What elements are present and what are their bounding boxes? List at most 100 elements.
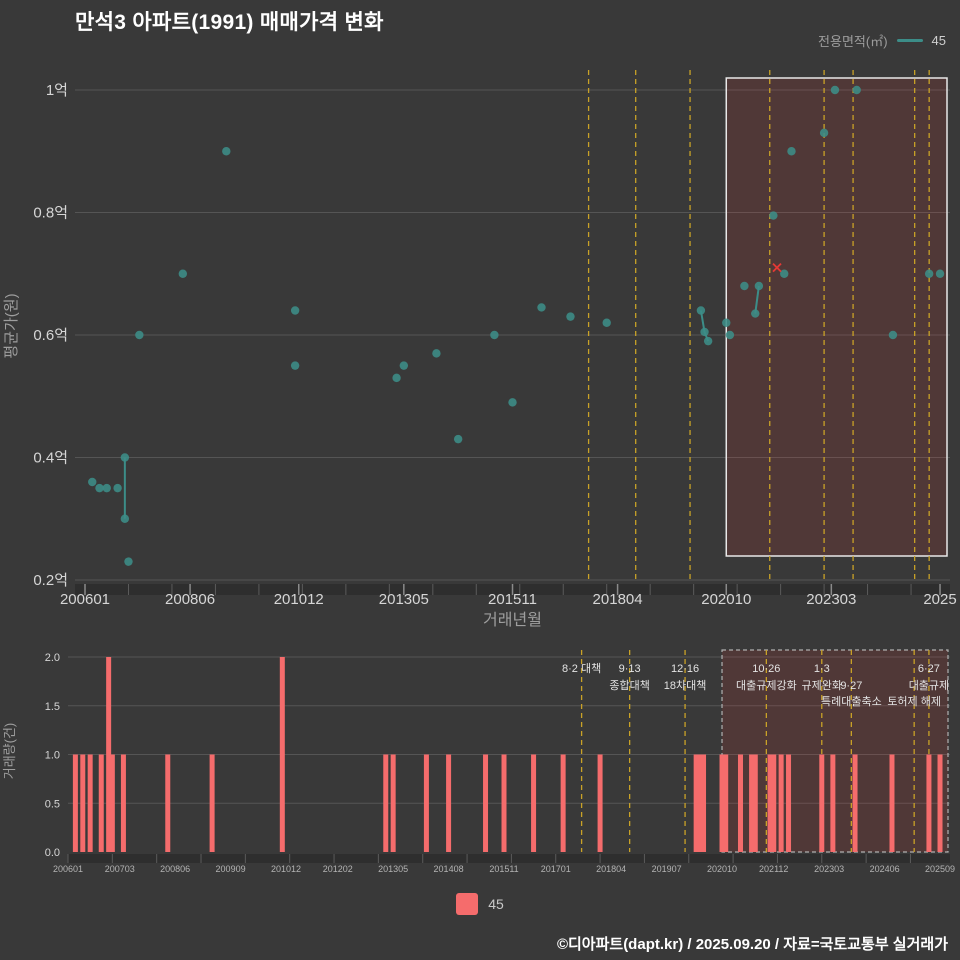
volume-bar [423,754,429,852]
volume-x-tick-label: 201202 [323,864,353,874]
legend-area-value: 45 [931,33,946,48]
trade-connector-line [754,285,760,314]
cancelled-trade-marker [772,262,782,273]
trade-point [700,327,709,337]
volume-y-tick-label: 0.0 [45,847,60,859]
price-x-tick-label: 202010 [701,591,751,608]
policy-label: 12·16 [671,663,699,675]
policy-label: 종합대책 [609,679,649,692]
volume-y-tick-label: 0.5 [45,798,60,810]
legend-area-label: 전용면적(㎡) [818,34,888,49]
trade-point [722,318,731,327]
trade-point [120,453,130,462]
volume-bar [98,754,104,852]
volume-bar [693,754,699,852]
volume-bar [749,754,755,852]
volume-bar [560,754,566,852]
policy-label: 규제완화 [802,679,842,692]
volume-bar [383,754,389,852]
volume-bar [830,754,836,852]
price-y-tick-label: 0.6억 [33,327,68,344]
trade-point [740,281,749,291]
trade-point [751,309,760,318]
attribution-footer: ©디아파트(dapt.kr) / 2025.09.20 / 자료=국토교통부 실… [556,936,948,953]
policy-label: 대출규제강화 [736,679,797,692]
policy-label: 대출규제 [909,679,949,692]
price-x-tick-label: 201511 [488,591,537,608]
trade-point [602,318,611,327]
highlight-region-price [725,77,948,557]
trade-point [508,398,517,407]
series-legend-top[interactable]: 전용면적(㎡) 45 [818,31,946,50]
trade-point [88,477,97,487]
trade-point [290,361,300,370]
price-x-tick-label: 202303 [806,591,856,608]
volume-bar [120,754,126,852]
volume-x-tick-label: 202406 [870,864,900,874]
volume-bar [597,754,603,852]
volume-x-tick-label: 200909 [216,864,246,874]
volume-y-tick-label: 1.5 [45,701,60,713]
volume-bar [109,754,115,852]
trade-connector-line [699,310,710,342]
volume-bar [926,754,932,852]
volume-bar [701,754,707,852]
trade-point [102,483,111,493]
trade-point [935,269,945,278]
trade-point [819,128,829,138]
price-x-tick-label: 201804 [593,591,643,608]
volume-x-axis-band [68,854,950,863]
volume-bar [819,754,825,852]
price-y-tick-label: 0.4억 [33,450,68,467]
trade-point [290,306,300,315]
price-x-tick-label: 2025 [923,591,956,608]
volume-x-tick-label: 200703 [105,864,135,874]
volume-bar [531,754,537,852]
policy-label: 9·13 [619,663,641,675]
volume-x-tick-label: 202112 [759,864,788,874]
volume-x-tick-label: 200806 [160,864,190,874]
volume-bar [752,754,758,852]
trade-point [222,147,231,156]
trade-point [124,557,133,566]
price-x-tick-label: 201012 [274,591,324,608]
volume-bar [87,754,93,852]
volume-x-tick-label: 202303 [814,864,844,874]
policy-label: 6·27 [918,663,940,675]
price-x-tick-label: 200806 [165,591,215,608]
trade-point [888,330,898,340]
volume-bar [483,754,489,852]
policy-label: 토허제 해제 [887,694,941,708]
series-legend-bottom[interactable]: 45 [0,893,960,915]
trade-point [120,514,130,523]
trade-point [852,85,861,95]
page-title: 만석3 아파트(1991) 매매가격 변화 [75,11,384,34]
price-y-tick-label: 1억 [46,82,68,99]
volume-bar [889,754,895,852]
volume-bar [852,754,858,852]
trade-point [696,306,706,315]
volume-bar [501,754,507,852]
price-y-tick-label: 0.2억 [33,572,68,589]
charts-canvas: 0.2억 0.4억 0.6억 0.8억 1억 200601 200806 201012 2013… [2,70,957,874]
trade-point [537,303,546,312]
trade-point [566,312,575,321]
volume-x-tick-label: 202010 [707,864,737,874]
policy-label: 1·3 [814,663,830,675]
volume-bar [937,754,943,852]
volume-bar [697,754,703,852]
volume-x-tick-label: 201907 [652,864,682,874]
trade-point [178,269,188,278]
trade-point [725,330,735,340]
volume-x-tick-label: 201804 [596,864,626,874]
trade-point [432,349,441,358]
volume-chart: 0.0 0.5 1.0 1.5 2.0 8·2 대책 9·13 종합대책 12·16 18차대책 1… [2,649,955,874]
trade-point [703,336,713,346]
price-y-tick-label: 0.8억 [33,205,68,222]
trade-point [490,330,499,340]
volume-bar [446,754,452,852]
volume-x-tick-label: 201305 [378,864,408,874]
volume-x-tick-label: 201012 [271,864,301,874]
trade-point [787,147,796,156]
trade-point [113,483,122,493]
